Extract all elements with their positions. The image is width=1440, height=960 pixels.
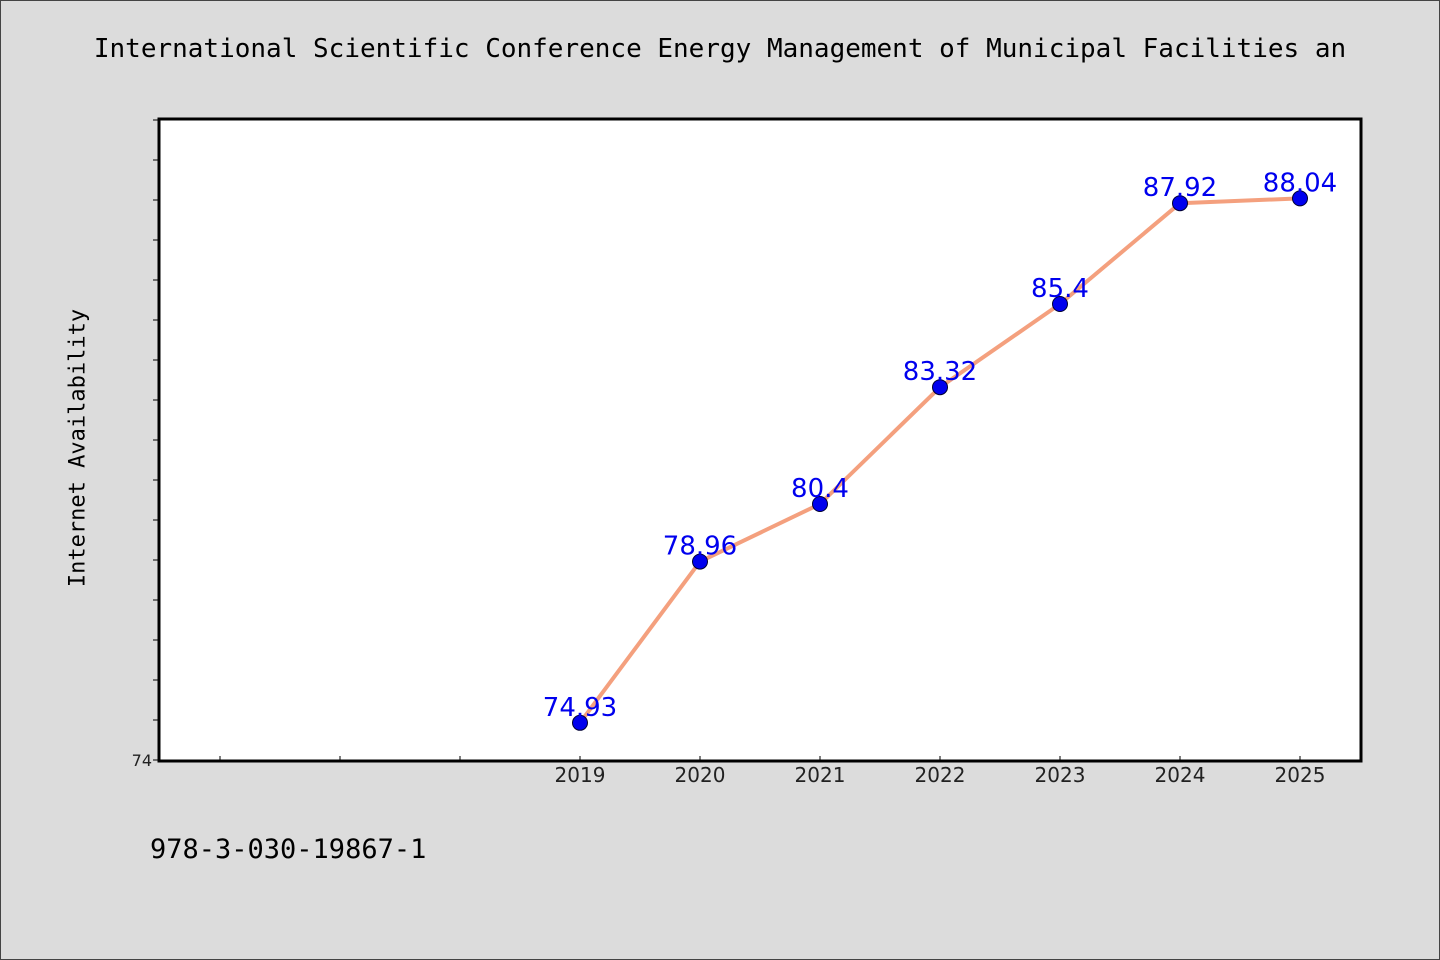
data-point — [932, 379, 948, 396]
x-tick-label: 2024 — [1155, 763, 1206, 787]
y-tick-label: 74 — [132, 751, 152, 770]
data-point — [1292, 190, 1308, 207]
data-point — [572, 714, 588, 731]
x-tick-label: 2021 — [795, 763, 846, 787]
data-label: 78.96 — [663, 532, 737, 562]
data-label: 87.92 — [1143, 173, 1217, 203]
x-tick-label: 2023 — [1035, 763, 1086, 787]
series-layer — [572, 190, 1308, 731]
y-axis-ticks: 74 — [132, 119, 160, 770]
data-point — [692, 553, 708, 570]
data-label: 83.32 — [903, 357, 977, 387]
x-tick-label: 2022 — [915, 763, 966, 787]
x-axis-ticks: 2019 2020 2021 2022 2023 2024 2025 — [219, 756, 1326, 787]
data-label: 80.4 — [791, 474, 849, 504]
data-label: 74.93 — [543, 693, 617, 723]
data-point — [1052, 296, 1068, 312]
x-tick-label: 2025 — [1275, 763, 1326, 787]
x-tick-label: 2020 — [675, 763, 726, 787]
data-labels: 74.93 78.96 80.4 83.32 85.4 87.92 88.04 — [543, 168, 1337, 722]
data-point — [1172, 195, 1188, 212]
data-point — [812, 496, 828, 512]
chart-title: International Scientific Conference Ener… — [93, 34, 1347, 64]
data-label: 85.4 — [1031, 274, 1089, 304]
plot-area — [157, 117, 1363, 763]
footer-code: 978-3-030-19867-1 — [150, 834, 427, 865]
x-tick-label: 2019 — [555, 763, 606, 787]
data-label: 88.04 — [1263, 168, 1337, 198]
